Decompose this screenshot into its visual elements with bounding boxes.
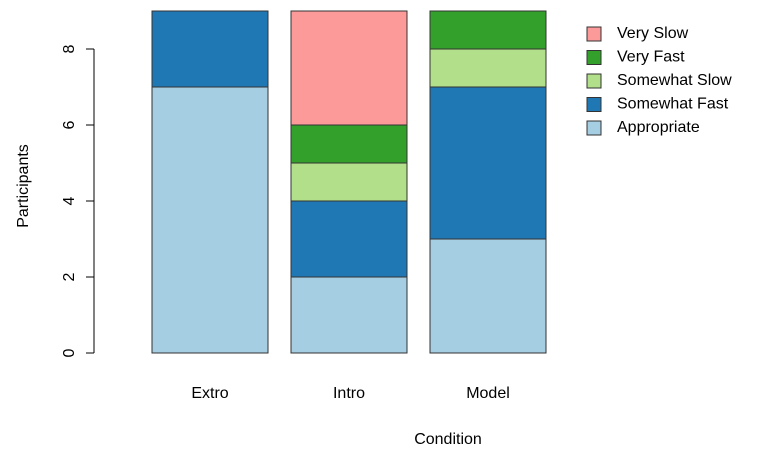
y-axis-title: Participants [15,144,32,228]
x-tick-label: Model [466,385,510,402]
legend-label: Appropriate [617,119,700,136]
bar-segment-appropriate [290,276,408,354]
x-tick-label: Extro [191,385,228,402]
bar-segment-appropriate [429,238,547,354]
legend-swatch [586,50,602,65]
bar-segment-somewhat-slow [429,48,547,88]
legend-swatch [586,73,602,89]
bar-segment-somewhat-fast [290,200,408,278]
y-tick-label: 6 [61,120,78,129]
bar-segment-somewhat-slow [290,162,408,202]
y-tick-label: 8 [61,44,78,53]
x-axis-labels: Extro Intro Model [191,385,509,402]
legend-label: Somewhat Fast [617,96,729,113]
bar-segment-very-slow [290,10,408,126]
legend-label: Somewhat Slow [617,72,732,89]
bar-segment-somewhat-fast [151,10,269,88]
x-tick-label: Intro [333,385,365,402]
y-tick-label: 2 [61,272,78,281]
bar-segment-very-fast [429,10,547,50]
legend-swatch [586,26,602,42]
legend: Very Slow Very Fast Somewhat Slow Somewhat … [586,25,732,136]
bar-segment-appropriate [151,86,269,354]
y-tick-label: 0 [61,348,78,357]
legend-swatch [586,120,602,136]
y-tick-label: 4 [61,196,78,205]
x-axis-title: Condition [414,431,482,448]
bar-segment-somewhat-fast [429,86,547,240]
bar-segment-very-fast [290,124,408,164]
legend-swatch [586,97,602,112]
legend-label: Very Slow [617,25,689,42]
y-axis: 0 2 4 6 8 [61,44,95,357]
bars [151,10,547,354]
legend-label: Very Fast [617,49,685,66]
